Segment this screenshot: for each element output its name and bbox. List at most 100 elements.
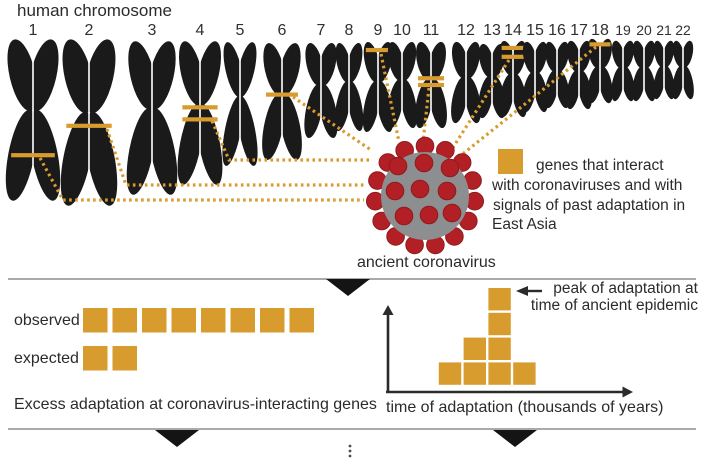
chromatid-arm: [428, 41, 446, 82]
chromatid-arm: [632, 66, 646, 102]
chromatid-split: [643, 45, 645, 97]
chromatid-arm: [84, 39, 116, 114]
observed-gene-square: [260, 308, 285, 333]
continuation-ellipsis-dot: [348, 454, 352, 458]
chromosome-label-18: 18: [591, 22, 609, 39]
legend-text-line-3: signals of past adaptation in: [493, 197, 686, 214]
chromatid-arm: [362, 80, 381, 133]
gene-band: [266, 92, 298, 97]
chromosome-11: [415, 41, 447, 129]
connector-chromosome-4: [210, 120, 372, 162]
histogram-square: [437, 360, 463, 387]
chromosome-label-16: 16: [548, 22, 566, 39]
chromatid-split: [88, 43, 90, 202]
chromatid-arm: [346, 80, 364, 132]
chromosome-15: [522, 41, 548, 113]
chromatid-arm: [554, 41, 570, 73]
chromosome-label-20: 20: [636, 22, 652, 38]
chromatid-arm: [662, 65, 675, 100]
chromatid-arm: [386, 78, 405, 129]
chromosome-18: [587, 38, 613, 104]
chromatid-arm: [451, 76, 468, 124]
chromatid-arm: [662, 40, 675, 68]
virus-inner-dot: [442, 203, 462, 223]
chromatid-arm: [415, 78, 434, 129]
chromatid-split: [281, 47, 283, 156]
legend-text-line-4: East Asia: [492, 216, 557, 233]
chromatid-arm: [279, 93, 302, 160]
chromatid-arm: [621, 40, 635, 69]
chromatid-arm: [598, 66, 613, 104]
observed-gene-square: [171, 308, 196, 333]
chromatid-arm: [278, 43, 301, 96]
histogram-square: [511, 360, 538, 387]
timeline-x-axis-label: time of adaptation (thousands of years): [386, 399, 664, 416]
chromatid-arm: [642, 66, 656, 102]
connector-chromosome-2: [105, 128, 366, 187]
chromatid-split: [239, 46, 241, 162]
virus-inner-dot: [394, 206, 414, 226]
chromosome-21: [653, 40, 675, 100]
chromosome-10: [386, 41, 418, 129]
chromosome-6: [262, 43, 302, 160]
chromatid-split: [348, 47, 350, 127]
chromatid-arm: [236, 42, 257, 98]
peak-annotation-arrowhead: [516, 286, 528, 296]
chromosome-7: [304, 42, 338, 139]
chromatid-arm: [642, 40, 656, 69]
chromatid-arm: [532, 41, 548, 75]
chromatid-arm: [681, 40, 694, 68]
ancient-coronavirus-illustration: [365, 136, 485, 255]
virus-inner-dot: [437, 181, 457, 201]
gene-band: [182, 105, 218, 110]
chromatid-arm: [196, 103, 223, 185]
chromosome-label-6: 6: [277, 22, 287, 39]
gene-band: [11, 153, 55, 158]
expected-row-label: expected: [14, 350, 79, 367]
gene-band: [501, 54, 525, 59]
histogram-square: [486, 311, 513, 337]
chromatid-arm: [533, 71, 548, 113]
timeline-y-axis-arrowhead: [382, 305, 394, 315]
chromosome-label-8: 8: [344, 22, 354, 39]
chromatid-arm: [653, 65, 666, 100]
chromatid-split: [491, 48, 493, 114]
chromatid-arm: [60, 111, 93, 206]
chromatid-split: [622, 45, 624, 97]
chromosome-label-4: 4: [195, 22, 205, 39]
chromatid-arm: [522, 71, 537, 113]
virus-inner-dot: [388, 156, 408, 176]
chromatid-arm: [147, 41, 176, 110]
chromatid-split: [663, 45, 665, 95]
chromosome-4: [177, 41, 223, 185]
chromosome-1: [5, 39, 61, 201]
chromosome-12: [451, 41, 481, 124]
chromosome-label-5: 5: [235, 22, 245, 39]
chromatid-split: [465, 46, 467, 119]
chromosome-19: [611, 40, 635, 102]
virus-label: ancient coronavirus: [357, 254, 496, 271]
gene-band: [589, 42, 611, 47]
chromatid-arm: [318, 42, 337, 86]
chromosome-label-17: 17: [570, 22, 588, 39]
chromosome-label-2: 2: [84, 22, 94, 39]
histogram-square: [486, 286, 513, 313]
chromatid-split: [556, 46, 558, 104]
excess-panel-caption: Excess adaptation at coronavirus-interac…: [14, 396, 377, 413]
chromosome-label-21: 21: [656, 22, 672, 38]
chromatid-arm: [544, 69, 559, 109]
chromosome-3: [126, 41, 178, 195]
peak-annotation-line-1: peak of adaptation at: [553, 280, 698, 297]
gene-band: [417, 82, 445, 88]
chromosome-label-1: 1: [28, 22, 38, 39]
chromatid-split: [401, 46, 403, 124]
chromosome-label-12: 12: [457, 22, 475, 39]
gene-band: [501, 45, 525, 51]
chromatid-arm: [236, 95, 258, 166]
chromatid-arm: [611, 66, 625, 102]
chromatid-arm: [499, 73, 515, 118]
chromatid-split: [377, 46, 379, 128]
chromosome-label-11: 11: [422, 22, 440, 39]
chromosome-label-13: 13: [483, 22, 501, 39]
